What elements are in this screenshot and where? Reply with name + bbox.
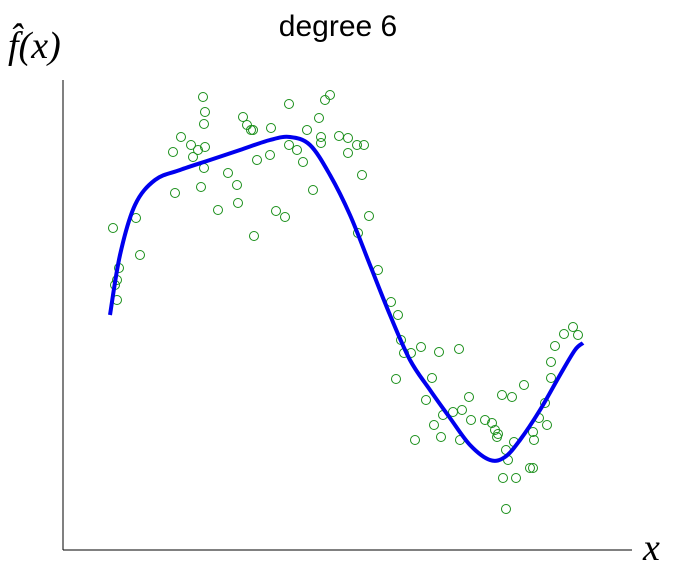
data-point [542, 420, 552, 430]
data-point [427, 373, 437, 383]
data-point [320, 95, 330, 105]
data-point [252, 155, 262, 165]
data-point [416, 342, 426, 352]
data-point [487, 418, 497, 428]
data-point [501, 504, 511, 514]
data-point [391, 374, 401, 384]
data-point [200, 107, 210, 117]
data-point [249, 231, 259, 241]
data-point [466, 415, 476, 425]
data-point [200, 142, 210, 152]
data-point [316, 138, 326, 148]
data-point [248, 125, 258, 135]
data-point [497, 390, 507, 400]
data-point [546, 373, 556, 383]
data-point [507, 392, 517, 402]
data-point [480, 415, 490, 425]
data-point [298, 157, 308, 167]
data-point [196, 182, 206, 192]
data-point [168, 147, 178, 157]
data-point [284, 99, 294, 109]
data-point [233, 198, 243, 208]
data-point [525, 463, 535, 473]
data-point [434, 347, 444, 357]
data-point [352, 140, 362, 150]
data-point [519, 380, 529, 390]
data-point [325, 90, 335, 100]
chart-title: degree 6 [279, 10, 397, 43]
data-point [546, 357, 556, 367]
data-point [308, 185, 318, 195]
data-point [359, 140, 369, 150]
data-point [266, 123, 276, 133]
data-point [188, 152, 198, 162]
data-point [271, 206, 281, 216]
data-point [280, 212, 290, 222]
data-point [223, 168, 233, 178]
x-axis-label: x [642, 527, 660, 566]
data-point [436, 432, 446, 442]
data-point [410, 435, 420, 445]
data-point [559, 329, 569, 339]
data-point [429, 420, 439, 430]
data-point [528, 463, 538, 473]
data-point [393, 310, 403, 320]
data-point [135, 250, 145, 260]
data-point [573, 330, 583, 340]
data-point [170, 188, 180, 198]
fit-line [108, 134, 585, 463]
data-point [464, 392, 474, 402]
data-point [314, 113, 324, 123]
data-point [421, 395, 431, 405]
data-point [238, 112, 248, 122]
data-point [511, 473, 521, 483]
data-point [334, 131, 344, 141]
data-point [186, 140, 196, 150]
data-point [176, 132, 186, 142]
data-point [454, 344, 464, 354]
data-point [108, 223, 118, 233]
data-point [302, 125, 312, 135]
data-point [529, 435, 539, 445]
data-point [357, 170, 367, 180]
data-point [550, 341, 560, 351]
y-axis-label: f̂(x) [8, 23, 61, 67]
data-point [213, 205, 223, 215]
data-point [265, 150, 275, 160]
data-point [493, 429, 503, 439]
data-point [199, 119, 209, 129]
data-point [232, 180, 242, 190]
data-point [364, 211, 374, 221]
data-point [343, 148, 353, 158]
data-point [284, 140, 294, 150]
data-point [292, 145, 302, 155]
data-point [343, 133, 353, 143]
data-point [457, 405, 467, 415]
data-point [568, 322, 578, 332]
data-point [528, 427, 538, 437]
data-point [193, 145, 203, 155]
data-point [198, 92, 208, 102]
data-point [316, 132, 326, 142]
data-point [498, 473, 508, 483]
